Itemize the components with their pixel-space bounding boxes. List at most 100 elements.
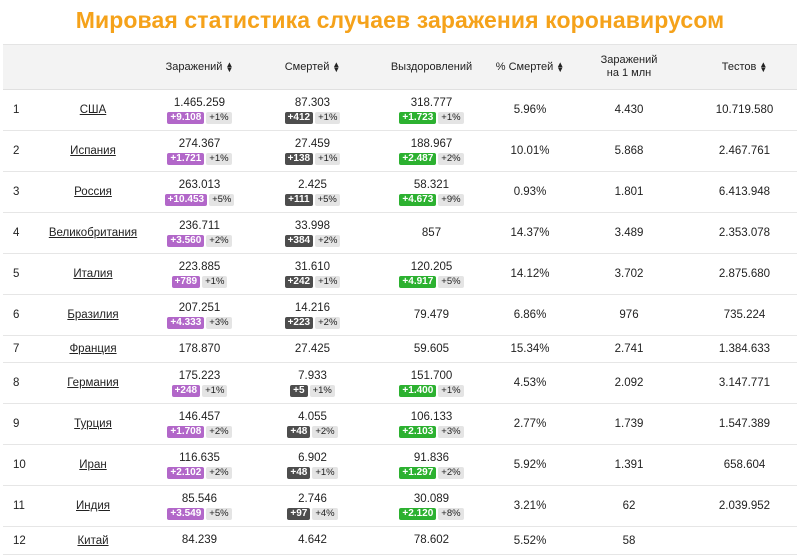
country-link[interactable]: Италия: [73, 268, 113, 280]
stats-table: Заражений ▲ ▼ Смертей ▲ ▼ Выздоровлений % См…: [3, 44, 797, 555]
recovered-delta: +4.917 +5%: [369, 275, 494, 288]
deaths-delta-percent: +1%: [315, 275, 341, 288]
rank-cell: 6: [13, 309, 20, 321]
table-row: 10 Иран 116.635 +2.102 +2% 6.902 +48 +1% 91.836 +…: [3, 445, 797, 486]
infected-value: 236.711: [179, 219, 220, 232]
sort-icon: ▲ ▼: [225, 60, 234, 75]
infected-value: 274.367: [178, 137, 221, 150]
recovered-value: 120.205: [410, 260, 453, 273]
infected-delta-badge: +1.721: [167, 152, 205, 165]
infected-cell: 85.546 +3.549 +5%: [143, 493, 256, 520]
recovered-value: 151.700: [410, 369, 453, 382]
recovered-delta-percent: +3%: [438, 425, 464, 438]
sort-infected-header[interactable]: Заражений ▲ ▼: [143, 60, 256, 75]
infected-delta-badge: +3.549: [167, 507, 205, 520]
deaths-delta-percent: +1%: [315, 111, 341, 124]
deaths-value: 14.216: [294, 301, 331, 314]
header-per-million: Заражений на 1 млн: [600, 54, 658, 79]
infected-value: 85.546: [181, 492, 218, 505]
recovered-cell: 58.321 +4.673 +9%: [369, 179, 494, 206]
deaths-value: 87.303: [294, 96, 331, 109]
country-link[interactable]: Иран: [79, 459, 107, 471]
deaths-delta-badge: +384: [284, 234, 314, 247]
header-deaths: Смертей: [284, 61, 330, 73]
country-link[interactable]: Китай: [77, 534, 109, 547]
deaths-value: 7.933: [298, 369, 327, 382]
deaths-cell: 4.055 +48 +2%: [256, 411, 369, 438]
table-row: 4 Великобритания 236.711 +3.560 +2% 33.998 +38…: [3, 213, 797, 254]
country-cell: Германия: [43, 377, 143, 389]
infected-cell: 207.251 +4.333 +3%: [143, 302, 256, 329]
country-link[interactable]: Германия: [67, 377, 119, 389]
infected-cell: 116.635 +2.102 +2%: [143, 452, 256, 479]
infected-cell: 175.223 +248 +1%: [143, 370, 256, 397]
table-body: 1 США 1.465.259 +9.108 +1% 87.303 +412 +1% 318.7…: [3, 90, 797, 555]
deaths-value: 2.425: [298, 178, 327, 191]
table-row: 5 Италия 223.885 +789 +1% 31.610 +242 +1% 120.20…: [3, 254, 797, 295]
recovered-delta-badge: +2.487: [399, 152, 437, 165]
recovered-value: 857: [421, 226, 442, 239]
per-million-cell: 1.739: [614, 418, 644, 430]
infected-delta: +10.453 +5%: [143, 193, 256, 206]
table-row: 8 Германия 175.223 +248 +1% 7.933 +5 +1% 151.700…: [3, 363, 797, 404]
recovered-delta-percent: +1%: [438, 111, 464, 124]
per-million-cell: 2.741: [614, 343, 644, 355]
per-million-cell: 4.430: [614, 104, 644, 116]
table-row: 9 Турция 146.457 +1.708 +2% 4.055 +48 +2% 106.13…: [3, 404, 797, 445]
recovered-delta: +4.673 +9%: [369, 193, 494, 206]
country-link[interactable]: Испания: [70, 145, 116, 157]
per-million-cell: 62: [622, 500, 636, 512]
deaths-delta-percent: +2%: [312, 425, 338, 438]
deaths-delta: +97 +4%: [256, 507, 369, 520]
recovered-delta-badge: +2.103: [399, 425, 437, 438]
country-link[interactable]: Турция: [74, 418, 112, 430]
infected-delta: +3.549 +5%: [143, 507, 256, 520]
deaths-delta-percent: +2%: [315, 316, 341, 329]
country-cell: Россия: [43, 186, 143, 198]
recovered-delta-percent: +2%: [438, 152, 464, 165]
sort-death-pct-header[interactable]: % Смертей ▲ ▼: [494, 61, 566, 74]
deaths-delta-badge: +48: [287, 425, 311, 438]
rank-cell: 4: [13, 227, 20, 239]
deaths-cell: 31.610 +242 +1%: [256, 261, 369, 288]
recovered-cell: 91.836 +1.297 +2%: [369, 452, 494, 479]
page-title: Мировая статистика случаев заражения кор…: [75, 7, 725, 33]
country-cell: Великобритания: [43, 227, 143, 239]
infected-cell: 178.870: [143, 343, 256, 356]
death-pct-cell: 0.93%: [513, 186, 547, 198]
tests-cell: 2.467.761: [718, 145, 771, 157]
sort-tests-header[interactable]: Тестов ▲ ▼: [692, 61, 797, 74]
recovered-delta: +2.487 +2%: [369, 152, 494, 165]
infected-value: 175.223: [178, 369, 221, 382]
country-link[interactable]: Индия: [76, 500, 110, 512]
country-link[interactable]: Россия: [74, 186, 112, 198]
country-link[interactable]: США: [79, 104, 107, 116]
recovered-value: 91.836: [413, 451, 450, 464]
recovered-delta-badge: +2.120: [399, 507, 437, 520]
table-row: 2 Испания 274.367 +1.721 +1% 27.459 +138 +1% 188…: [3, 131, 797, 172]
sort-icon: ▲ ▼: [332, 60, 341, 75]
deaths-cell: 27.425: [256, 343, 369, 356]
infected-delta: +4.333 +3%: [143, 316, 256, 329]
deaths-delta: +5 +1%: [256, 384, 369, 397]
infected-delta-percent: +1%: [206, 152, 232, 165]
infected-delta-percent: +5%: [209, 193, 235, 206]
per-million-cell: 1.391: [614, 459, 644, 471]
country-link[interactable]: Бразилия: [67, 309, 119, 321]
recovered-cell: 188.967 +2.487 +2%: [369, 138, 494, 165]
recovered-delta-badge: +1.297: [399, 466, 437, 479]
recovered-delta-percent: +8%: [438, 507, 464, 520]
recovered-cell: 106.133 +2.103 +3%: [369, 411, 494, 438]
header-infected: Заражений: [165, 61, 223, 73]
recovered-value: 318.777: [410, 96, 453, 109]
sort-deaths-header[interactable]: Смертей ▲ ▼: [256, 60, 369, 75]
deaths-cell: 87.303 +412 +1%: [256, 97, 369, 124]
deaths-delta-percent: +2%: [315, 234, 341, 247]
infected-delta-percent: +5%: [206, 507, 232, 520]
country-cell: Бразилия: [43, 309, 143, 321]
deaths-delta-percent: +5%: [314, 193, 340, 206]
country-link[interactable]: Франция: [69, 343, 117, 355]
country-link[interactable]: Великобритания: [48, 227, 138, 239]
deaths-value: 4.642: [298, 534, 327, 546]
recovered-value: 30.089: [413, 492, 450, 505]
